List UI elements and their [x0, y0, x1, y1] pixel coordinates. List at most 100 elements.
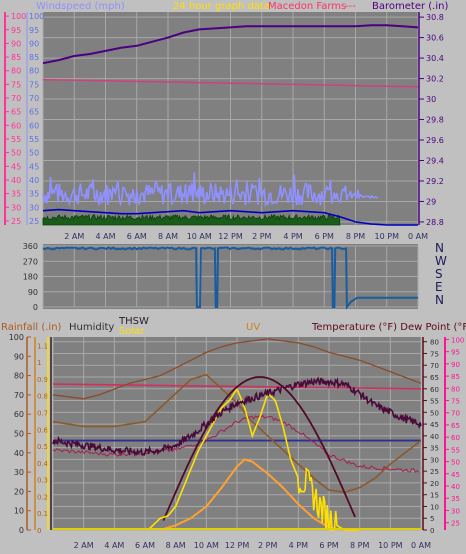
- gust-tick-label: 95: [29, 26, 39, 35]
- time-tick-label: 10 PM: [375, 232, 400, 241]
- bottom-grid: [52, 337, 422, 531]
- top-axes: 25 25 30 30 35 35 40 40 45 45 50 50 55 55 60 60 65 65 70 70…: [4, 12, 444, 227]
- baro-tick-label: 28.8: [426, 218, 444, 227]
- dew-tick-label: 50: [451, 459, 460, 467]
- time-tick-label: 2 AM: [64, 232, 84, 241]
- bottom-series: [52, 338, 422, 533]
- direction-tick-label: 360: [23, 242, 38, 251]
- temp-tick-label: 20: [430, 480, 439, 488]
- gust-tick-label: 85: [29, 53, 39, 62]
- compass-label: E: [435, 280, 443, 294]
- time-tick-label: 0 AM: [411, 541, 431, 550]
- temp-tick-label: 0: [430, 527, 434, 535]
- time-tick-label: 2 AM: [74, 541, 94, 550]
- baro-tick-label: 30.6: [426, 34, 444, 43]
- baro-tick-label: 30: [426, 95, 436, 104]
- compass-label: W: [435, 254, 447, 268]
- title-separator: ---: [345, 1, 356, 12]
- gust-tick-label: 80: [29, 67, 39, 76]
- wind-tick-label: 25: [11, 217, 21, 226]
- rain-tick-label: 20: [14, 487, 24, 496]
- rain-tick-label: 50: [14, 430, 24, 439]
- uv-tick-label: 1: [37, 359, 41, 367]
- temp-tick-label: 15: [430, 492, 439, 500]
- uv-tick-label: 0.6: [37, 426, 49, 434]
- dew-tick-label: 90: [451, 361, 460, 369]
- rain-tick-label: 90: [14, 352, 24, 361]
- temp-tick-label: 40: [430, 433, 439, 441]
- time-tick-label: 4 PM: [289, 541, 308, 550]
- graph-title: 24 hour graph data: [173, 1, 270, 12]
- uv-tick-label: 0: [37, 527, 41, 535]
- uv-tick-label: 0.1: [37, 510, 48, 518]
- wind-tick-label: 35: [11, 190, 21, 199]
- time-tick-label: 8 PM: [346, 232, 365, 241]
- dew-tick-label: 45: [451, 471, 460, 479]
- time-tick-label: 12 PM: [225, 541, 250, 550]
- gust-tick-label: 35: [29, 190, 39, 199]
- temperature-axis-title: Temperature (°F) Dew Point (°F): [311, 322, 466, 333]
- temp-tick-label: 25: [430, 468, 439, 476]
- top-series: [42, 24, 419, 226]
- direction-tick-label: 180: [23, 273, 38, 282]
- temperature-panel: Rainfall (.in) Humidity THSW Solar UV Te…: [1, 316, 466, 550]
- time-tick-label: 6 PM: [315, 232, 334, 241]
- wind-tick-label: 30: [11, 203, 21, 212]
- temp-tick-label: 55: [430, 398, 439, 406]
- gust-tick-label: 40: [29, 176, 39, 185]
- time-tick-label: 8 AM: [166, 541, 186, 550]
- rain-tick-label: 60: [14, 410, 24, 419]
- uv-tick-label: 0.5: [37, 443, 48, 451]
- time-tick-label: 2 PM: [258, 541, 277, 550]
- station-name: Macedon Farms: [268, 1, 346, 12]
- temperature-series: [52, 376, 422, 457]
- wind-tick-label: 70: [11, 94, 21, 103]
- baro-tick-label: 30.4: [426, 54, 444, 63]
- wind-barometer-panel: Windspeed (mph) 24 hour graph data Maced…: [4, 1, 448, 241]
- rain-tick-label: 0: [19, 526, 24, 535]
- temp-tick-label: 65: [430, 374, 439, 382]
- dew-tick-label: 65: [451, 422, 460, 430]
- windspeed-level-series: [42, 78, 419, 88]
- dew-tick-label: 30: [451, 507, 460, 515]
- rain-tick-label: 10: [14, 507, 24, 516]
- wind-tick-label: 80: [11, 67, 21, 76]
- temp-tick-label: 10: [430, 503, 439, 511]
- wind-tick-label: 40: [11, 176, 21, 185]
- baro-tick-label: 29.8: [426, 116, 444, 125]
- direction-series: [42, 246, 418, 310]
- gust-tick-label: 70: [29, 94, 39, 103]
- time-tick-label: 6 PM: [319, 541, 338, 550]
- wind-tick-label: 75: [11, 80, 21, 89]
- time-tick-label: 12 PM: [218, 232, 243, 241]
- wind-tick-label: 85: [11, 53, 21, 62]
- baro-tick-label: 29.6: [426, 136, 444, 145]
- wind-tick-label: 45: [11, 162, 21, 171]
- time-tick-label: 4 PM: [283, 232, 302, 241]
- gust-tick-label: 50: [29, 149, 39, 158]
- time-tick-label: 10 PM: [378, 541, 403, 550]
- uv-axis-title: UV: [246, 322, 260, 333]
- temp-tick-label: 30: [430, 456, 439, 464]
- rain-tick-label: 80: [14, 372, 24, 381]
- solar-axis-title: Solar: [119, 326, 145, 337]
- baro-tick-label: 29: [426, 197, 436, 206]
- wind-tick-label: 95: [11, 26, 21, 35]
- gust-tick-label: 25: [29, 217, 39, 226]
- top-grid: [42, 12, 419, 225]
- time-tick-label: 8 AM: [158, 232, 178, 241]
- top-time-ticks: 2 AM 4 AM 6 AM 8 AM 10 AM 12 PM 2 PM 4 PM 6 PM 8 …: [64, 232, 428, 241]
- uv-tick-label: 0.4: [37, 460, 49, 468]
- direction-tick-label: 0: [33, 303, 38, 312]
- wind-fill-series: [42, 213, 341, 226]
- direction-grid: [42, 245, 419, 308]
- hum-upper-series: [52, 338, 422, 400]
- temp-tick-label: 75: [430, 350, 439, 358]
- dew-tick-label: 35: [451, 495, 460, 503]
- temp-tick-label: 80: [430, 339, 439, 347]
- humidity-axis-title: Humidity: [69, 322, 114, 333]
- wind-tick-label: 100: [11, 12, 26, 21]
- wind-axis-title: Windspeed (mph): [36, 1, 125, 12]
